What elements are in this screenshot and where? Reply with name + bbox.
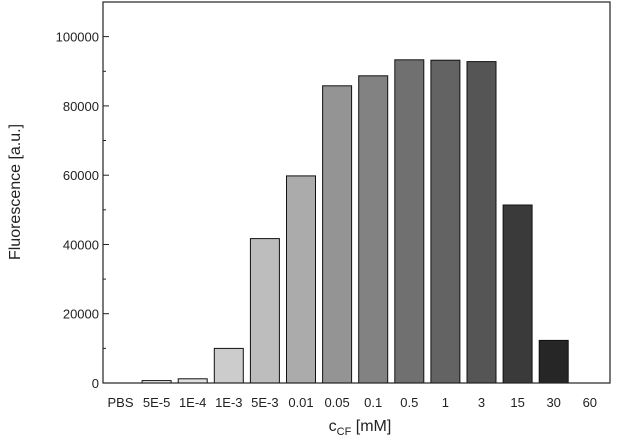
bar-0.05 — [322, 85, 353, 384]
x-axis-title-subscript: CF — [337, 426, 352, 438]
x-tick-label: 0.5 — [400, 395, 418, 410]
x-axis-title-unit: [mM] — [351, 418, 391, 435]
y-tick-label: 0 — [92, 376, 99, 391]
x-tick-label: 3 — [478, 395, 485, 410]
bar-5E-3 — [249, 238, 280, 384]
x-axis-title: cCF [mM] — [329, 418, 392, 438]
x-tick-label: 1E-3 — [215, 395, 242, 410]
bars-group — [141, 59, 569, 384]
bar-3 — [466, 61, 497, 384]
y-tick-label: 80000 — [63, 99, 99, 114]
x-tick-label: 0.05 — [324, 395, 349, 410]
x-axis-ticks: PBS 5E-5 1E-4 1E-3 5E-3 0.01 0.05 0.1 0.5 1 3 15 30 6… — [107, 395, 597, 410]
x-tick-label: 30 — [546, 395, 560, 410]
y-axis-ticks: 0 20000 40000 60000 80000 100000 — [56, 30, 109, 391]
bar-1 — [430, 59, 461, 384]
bar-0.01 — [286, 175, 316, 384]
x-tick-label: PBS — [107, 395, 133, 410]
x-tick-label: 0.1 — [364, 395, 382, 410]
x-tick-label: 1E-4 — [179, 395, 206, 410]
x-tick-label: 5E-3 — [251, 395, 278, 410]
bar-0.5 — [394, 59, 425, 384]
bar-0.1 — [358, 75, 389, 384]
y-tick-label: 100000 — [56, 30, 99, 45]
y-tick-label: 60000 — [63, 168, 99, 183]
x-tick-label: 60 — [583, 395, 597, 410]
bar-15 — [502, 204, 533, 384]
x-tick-label: 5E-5 — [143, 395, 170, 410]
bar-1E-3 — [213, 347, 244, 384]
x-tick-label: 15 — [510, 395, 524, 410]
y-axis-title: Fluorescence [a.u.] — [7, 124, 24, 260]
x-tick-label: 1 — [442, 395, 449, 410]
x-tick-label: 0.01 — [288, 395, 313, 410]
bar-30 — [538, 339, 569, 384]
x-axis-title-main: c — [329, 418, 337, 435]
bar-1E-4 — [177, 378, 208, 384]
plot-frame — [102, 1, 611, 384]
y-tick-label: 40000 — [63, 238, 99, 253]
y-tick-label: 20000 — [63, 307, 99, 322]
